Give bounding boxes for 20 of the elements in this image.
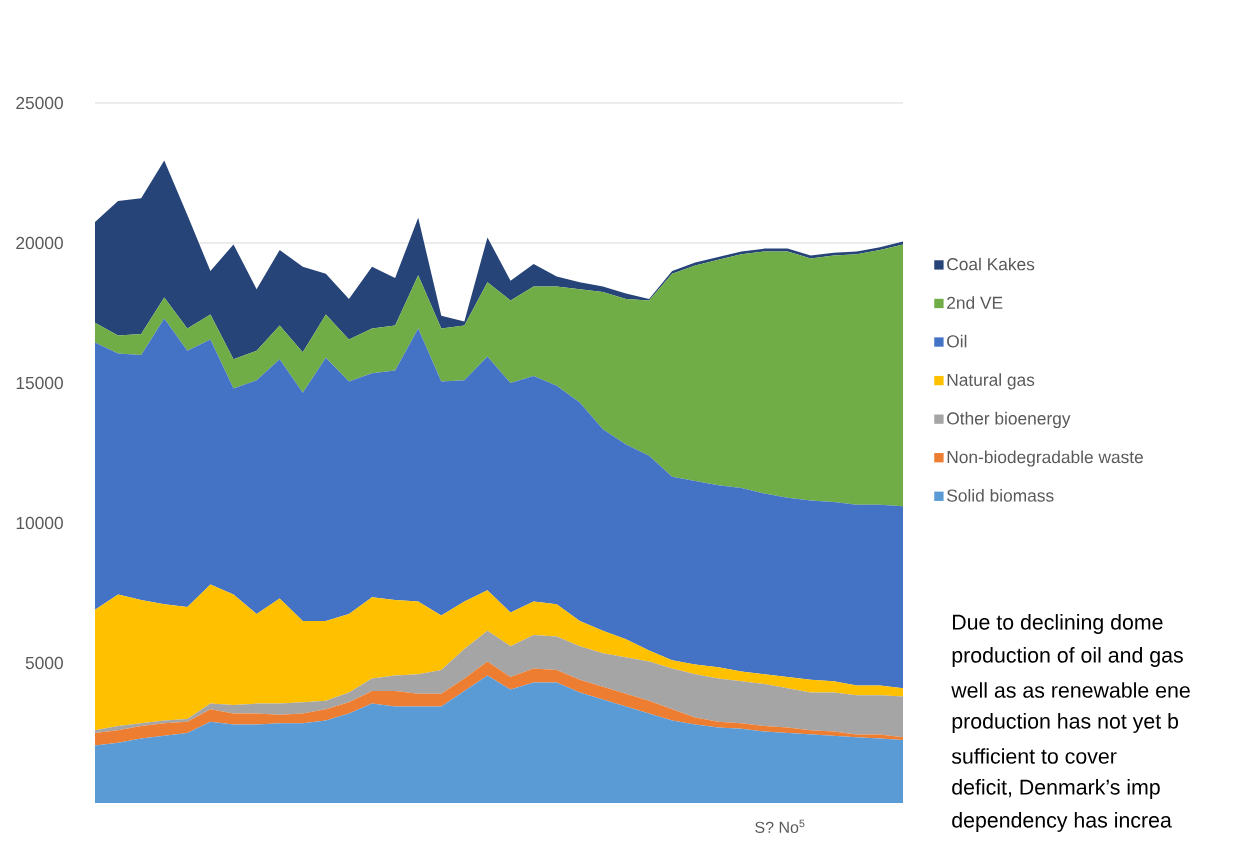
y-tick-label: 10000 — [16, 516, 63, 530]
text: dependency has increa — [952, 812, 1172, 832]
legend-label: Coal Kakes — [947, 257, 1035, 271]
text: production of oil and gas — [952, 647, 1183, 667]
text: deficit, Denmark’s imp — [952, 779, 1160, 799]
y-tick-label: 15000 — [16, 376, 63, 390]
text: Due to declining dome — [953, 614, 1163, 634]
y-tick-label: 25000 — [16, 96, 63, 110]
text: sufficient to cover — [951, 748, 1117, 764]
text: S? No$^{5}$ — [755, 819, 805, 833]
text: production has not yet b — [952, 713, 1179, 733]
legend-label: 2nd VE — [947, 296, 1003, 309]
legend-label: Other bioenergy — [947, 411, 1071, 429]
y-tick-label: 20000 — [16, 236, 63, 250]
legend-label: Non-biodegradable waste — [947, 450, 1143, 467]
legend-label: Solid biomass — [947, 488, 1054, 502]
legend-label: Natural gas — [947, 373, 1035, 390]
text: well as as renewable ene — [951, 682, 1190, 698]
legend-label: Oil — [947, 334, 967, 348]
y-tick-label: 5000 — [25, 656, 63, 670]
